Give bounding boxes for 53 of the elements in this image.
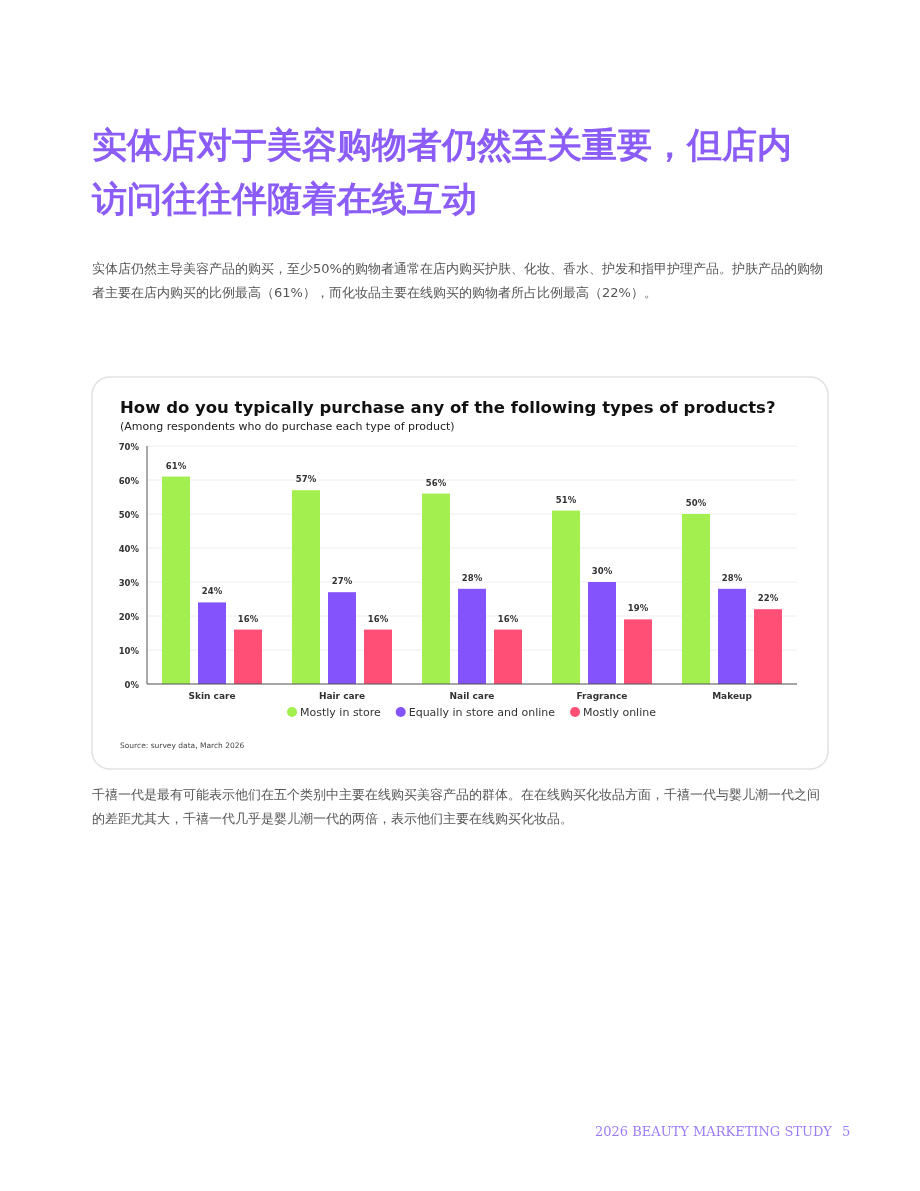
data-label: 30% [591,566,613,576]
data-label: 24% [201,586,223,597]
y-tick-label: 40% [118,543,140,554]
bar [328,592,356,684]
y-tick-label: 10% [118,645,140,656]
y-tick-label: 70% [118,441,140,452]
y-tick-label: 60% [118,475,140,486]
bar [624,619,652,684]
text: 千禧一代是最有可能表示他们在五个类别中主要在线购买美容产品的群体。在在线购买化妆品方面，千禧一代与婴儿潮一代之间的差距尤其大，千禧一代几乎是婴儿潮一代的两倍，表示他们主要在线购买化妆品。 [92,786,821,828]
y-tick-label: 20% [118,611,140,622]
text: 5 [842,1124,851,1139]
y-tick-label: 50% [118,509,140,520]
bar [682,514,710,684]
data-label: 28% [461,572,483,583]
x-tick-label: Hair care [318,691,366,701]
bar [234,629,262,684]
text: 2026 BEAUTY MARKETING STUDY [595,1124,832,1139]
y-tick-label: 0% [124,679,140,690]
data-label: 16% [237,613,259,624]
bar [754,609,782,684]
x-tick-label: Fragrance [576,691,628,701]
data-label: 50% [685,498,707,508]
data-label: 22% [757,593,779,604]
data-label: 16% [497,613,519,624]
bar [162,476,190,684]
x-tick-label: Skin care [188,691,236,701]
x-tick-label: Makeup [712,691,753,701]
bar [552,510,580,684]
text: 实体店对于美容购物者仍然至关重要，但店内访问往往伴随着在线互动 [92,124,792,221]
bar [292,490,320,684]
data-label: 57% [295,474,317,485]
legend-label: Mostly in store [300,706,381,719]
chart-title: How do you typically purchase any of the following types of products? [120,398,776,417]
text: 实体店仍然主导美容产品的购买，至少50%的购物者通常在店内购买护肤、化妆、香水、护发和指甲护理产品。护肤产品的购物者主要在店内购买的比例最高（61%），而化妆品主要在线购买的购物者所占比例最高（22%）。 [92,260,824,302]
bar [718,588,746,684]
legend-label: Equally in store and online [408,706,556,719]
legend-label: Mostly online [583,706,657,719]
bar [458,588,486,684]
data-label: 28% [721,572,743,583]
bar [494,629,522,684]
chart-subtitle: (Among respondents who do purchase each type of product) [120,420,455,433]
data-label: 27% [331,576,353,587]
data-label: 19% [627,603,649,614]
data-label: 56% [425,477,447,488]
y-tick-label: 30% [118,577,140,588]
data-label: 16% [367,613,389,624]
data-label: 51% [555,494,577,505]
bar [198,602,226,684]
bar [422,493,450,684]
data-label: 61% [165,460,187,471]
bar [588,582,616,684]
bar [364,629,392,684]
x-tick-label: Nail care [449,691,495,701]
